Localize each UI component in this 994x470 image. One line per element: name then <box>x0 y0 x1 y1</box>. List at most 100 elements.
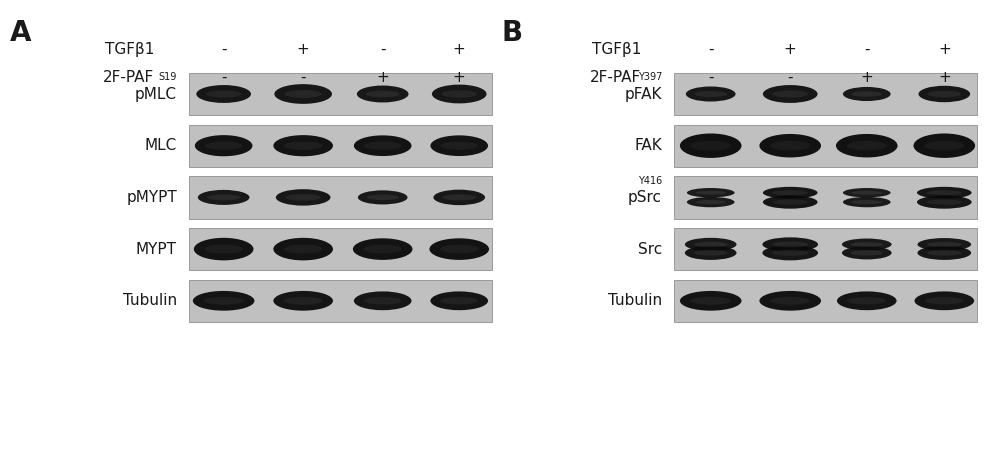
Ellipse shape <box>843 197 891 207</box>
Ellipse shape <box>685 246 737 260</box>
Text: +: + <box>938 70 950 85</box>
Ellipse shape <box>440 245 479 253</box>
Text: FAK: FAK <box>634 138 662 153</box>
Ellipse shape <box>837 291 897 310</box>
Text: S19: S19 <box>159 72 177 82</box>
Bar <box>189 125 492 167</box>
Ellipse shape <box>843 188 891 197</box>
Text: 2F-PAF: 2F-PAF <box>102 70 154 85</box>
Ellipse shape <box>358 190 408 204</box>
Ellipse shape <box>770 141 810 150</box>
Ellipse shape <box>926 250 962 256</box>
Ellipse shape <box>770 297 810 305</box>
Ellipse shape <box>694 242 728 247</box>
Ellipse shape <box>354 135 412 156</box>
Text: +: + <box>861 70 873 85</box>
Ellipse shape <box>914 291 974 310</box>
Text: +: + <box>453 42 465 57</box>
Text: 2F-PAF: 2F-PAF <box>589 70 641 85</box>
Ellipse shape <box>762 245 818 260</box>
Bar <box>674 176 977 219</box>
Text: Tubulin: Tubulin <box>608 293 662 308</box>
Ellipse shape <box>440 141 478 150</box>
Ellipse shape <box>926 199 962 205</box>
Ellipse shape <box>205 244 244 254</box>
Ellipse shape <box>843 87 891 101</box>
Ellipse shape <box>851 191 883 195</box>
Ellipse shape <box>763 196 818 209</box>
Ellipse shape <box>836 134 898 157</box>
Ellipse shape <box>206 90 242 98</box>
Text: Tubulin: Tubulin <box>123 293 177 308</box>
Bar <box>674 73 977 115</box>
Ellipse shape <box>759 134 821 157</box>
Ellipse shape <box>276 189 330 206</box>
Ellipse shape <box>284 297 322 305</box>
Ellipse shape <box>772 199 808 205</box>
Bar <box>674 280 977 322</box>
Ellipse shape <box>916 187 972 198</box>
Ellipse shape <box>274 84 332 104</box>
Ellipse shape <box>284 141 322 150</box>
Ellipse shape <box>772 250 808 256</box>
Ellipse shape <box>685 238 737 251</box>
Ellipse shape <box>851 250 883 256</box>
Ellipse shape <box>851 91 883 97</box>
Text: Y397: Y397 <box>637 72 662 82</box>
Ellipse shape <box>354 291 412 310</box>
Ellipse shape <box>430 135 488 156</box>
Ellipse shape <box>364 297 402 305</box>
Ellipse shape <box>695 200 727 204</box>
Ellipse shape <box>772 190 808 195</box>
Ellipse shape <box>763 187 818 198</box>
Ellipse shape <box>680 133 742 158</box>
Text: -: - <box>708 42 714 57</box>
Text: pMYPT: pMYPT <box>126 190 177 205</box>
Ellipse shape <box>772 242 808 247</box>
Bar <box>189 73 492 115</box>
Text: pFAK: pFAK <box>624 86 662 102</box>
Text: A: A <box>10 19 32 47</box>
Ellipse shape <box>763 85 818 103</box>
Ellipse shape <box>687 197 735 207</box>
Ellipse shape <box>195 135 252 156</box>
Text: TGFβ1: TGFβ1 <box>104 42 154 57</box>
Bar <box>674 125 977 167</box>
Ellipse shape <box>442 194 476 201</box>
Text: +: + <box>453 70 465 85</box>
Ellipse shape <box>695 91 727 97</box>
Ellipse shape <box>680 291 742 311</box>
Ellipse shape <box>847 141 887 150</box>
Text: +: + <box>938 42 950 57</box>
Text: -: - <box>221 42 227 57</box>
Ellipse shape <box>440 297 478 305</box>
Bar <box>189 228 492 270</box>
Ellipse shape <box>916 196 972 209</box>
Ellipse shape <box>429 238 489 260</box>
Text: -: - <box>708 70 714 85</box>
Ellipse shape <box>691 141 731 150</box>
Ellipse shape <box>913 133 975 158</box>
Ellipse shape <box>926 190 962 195</box>
Ellipse shape <box>204 297 244 305</box>
Ellipse shape <box>926 242 962 247</box>
Text: MYPT: MYPT <box>136 242 177 257</box>
Ellipse shape <box>364 245 402 253</box>
Text: -: - <box>864 42 870 57</box>
Ellipse shape <box>366 91 400 97</box>
Text: TGFβ1: TGFβ1 <box>591 42 641 57</box>
Ellipse shape <box>432 85 487 103</box>
Ellipse shape <box>197 85 251 103</box>
Ellipse shape <box>207 195 241 200</box>
Ellipse shape <box>695 191 727 195</box>
Text: +: + <box>784 42 796 57</box>
Ellipse shape <box>851 242 883 247</box>
Ellipse shape <box>927 91 961 97</box>
Text: +: + <box>377 70 389 85</box>
Text: -: - <box>300 70 306 85</box>
Ellipse shape <box>198 190 249 205</box>
Ellipse shape <box>193 291 254 311</box>
Text: MLC: MLC <box>145 138 177 153</box>
Text: -: - <box>221 70 227 85</box>
Ellipse shape <box>194 238 253 260</box>
